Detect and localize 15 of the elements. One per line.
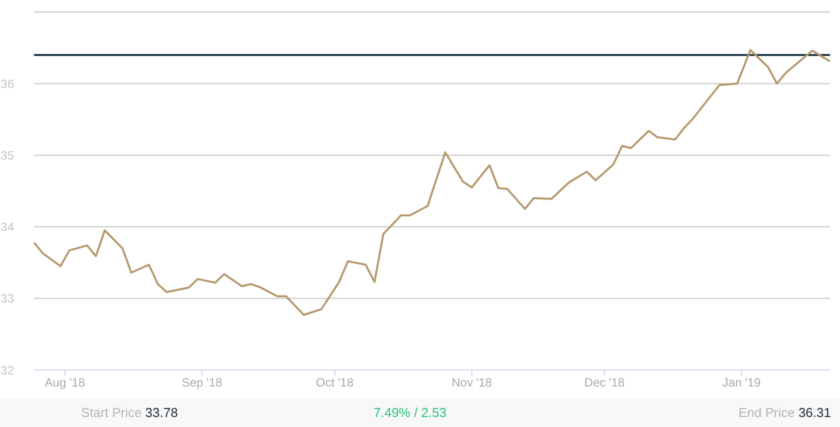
x-tick-label: Nov '18 — [452, 376, 492, 390]
text: Start Price 33.78 — [81, 405, 178, 420]
y-tick-label: 34 — [0, 220, 14, 234]
y-tick-label: 32 — [0, 363, 14, 378]
y-tick-label: 36 — [0, 76, 14, 91]
y-tick-label: 33 — [0, 292, 14, 306]
x-tick-label: Dec '18 — [584, 376, 625, 390]
x-tick-label: Aug '18 — [44, 376, 86, 390]
text: End Price 36.31 — [738, 405, 831, 420]
y-tick-label: 35 — [0, 148, 14, 162]
line-series — [34, 48, 830, 316]
x-tick-label: Oct '18 — [316, 376, 354, 390]
x-tick-label: Sep '18 — [182, 376, 223, 390]
x-tick-label: Jan '19 — [722, 376, 762, 390]
text: 7.49% / 2.53 — [374, 405, 446, 420]
